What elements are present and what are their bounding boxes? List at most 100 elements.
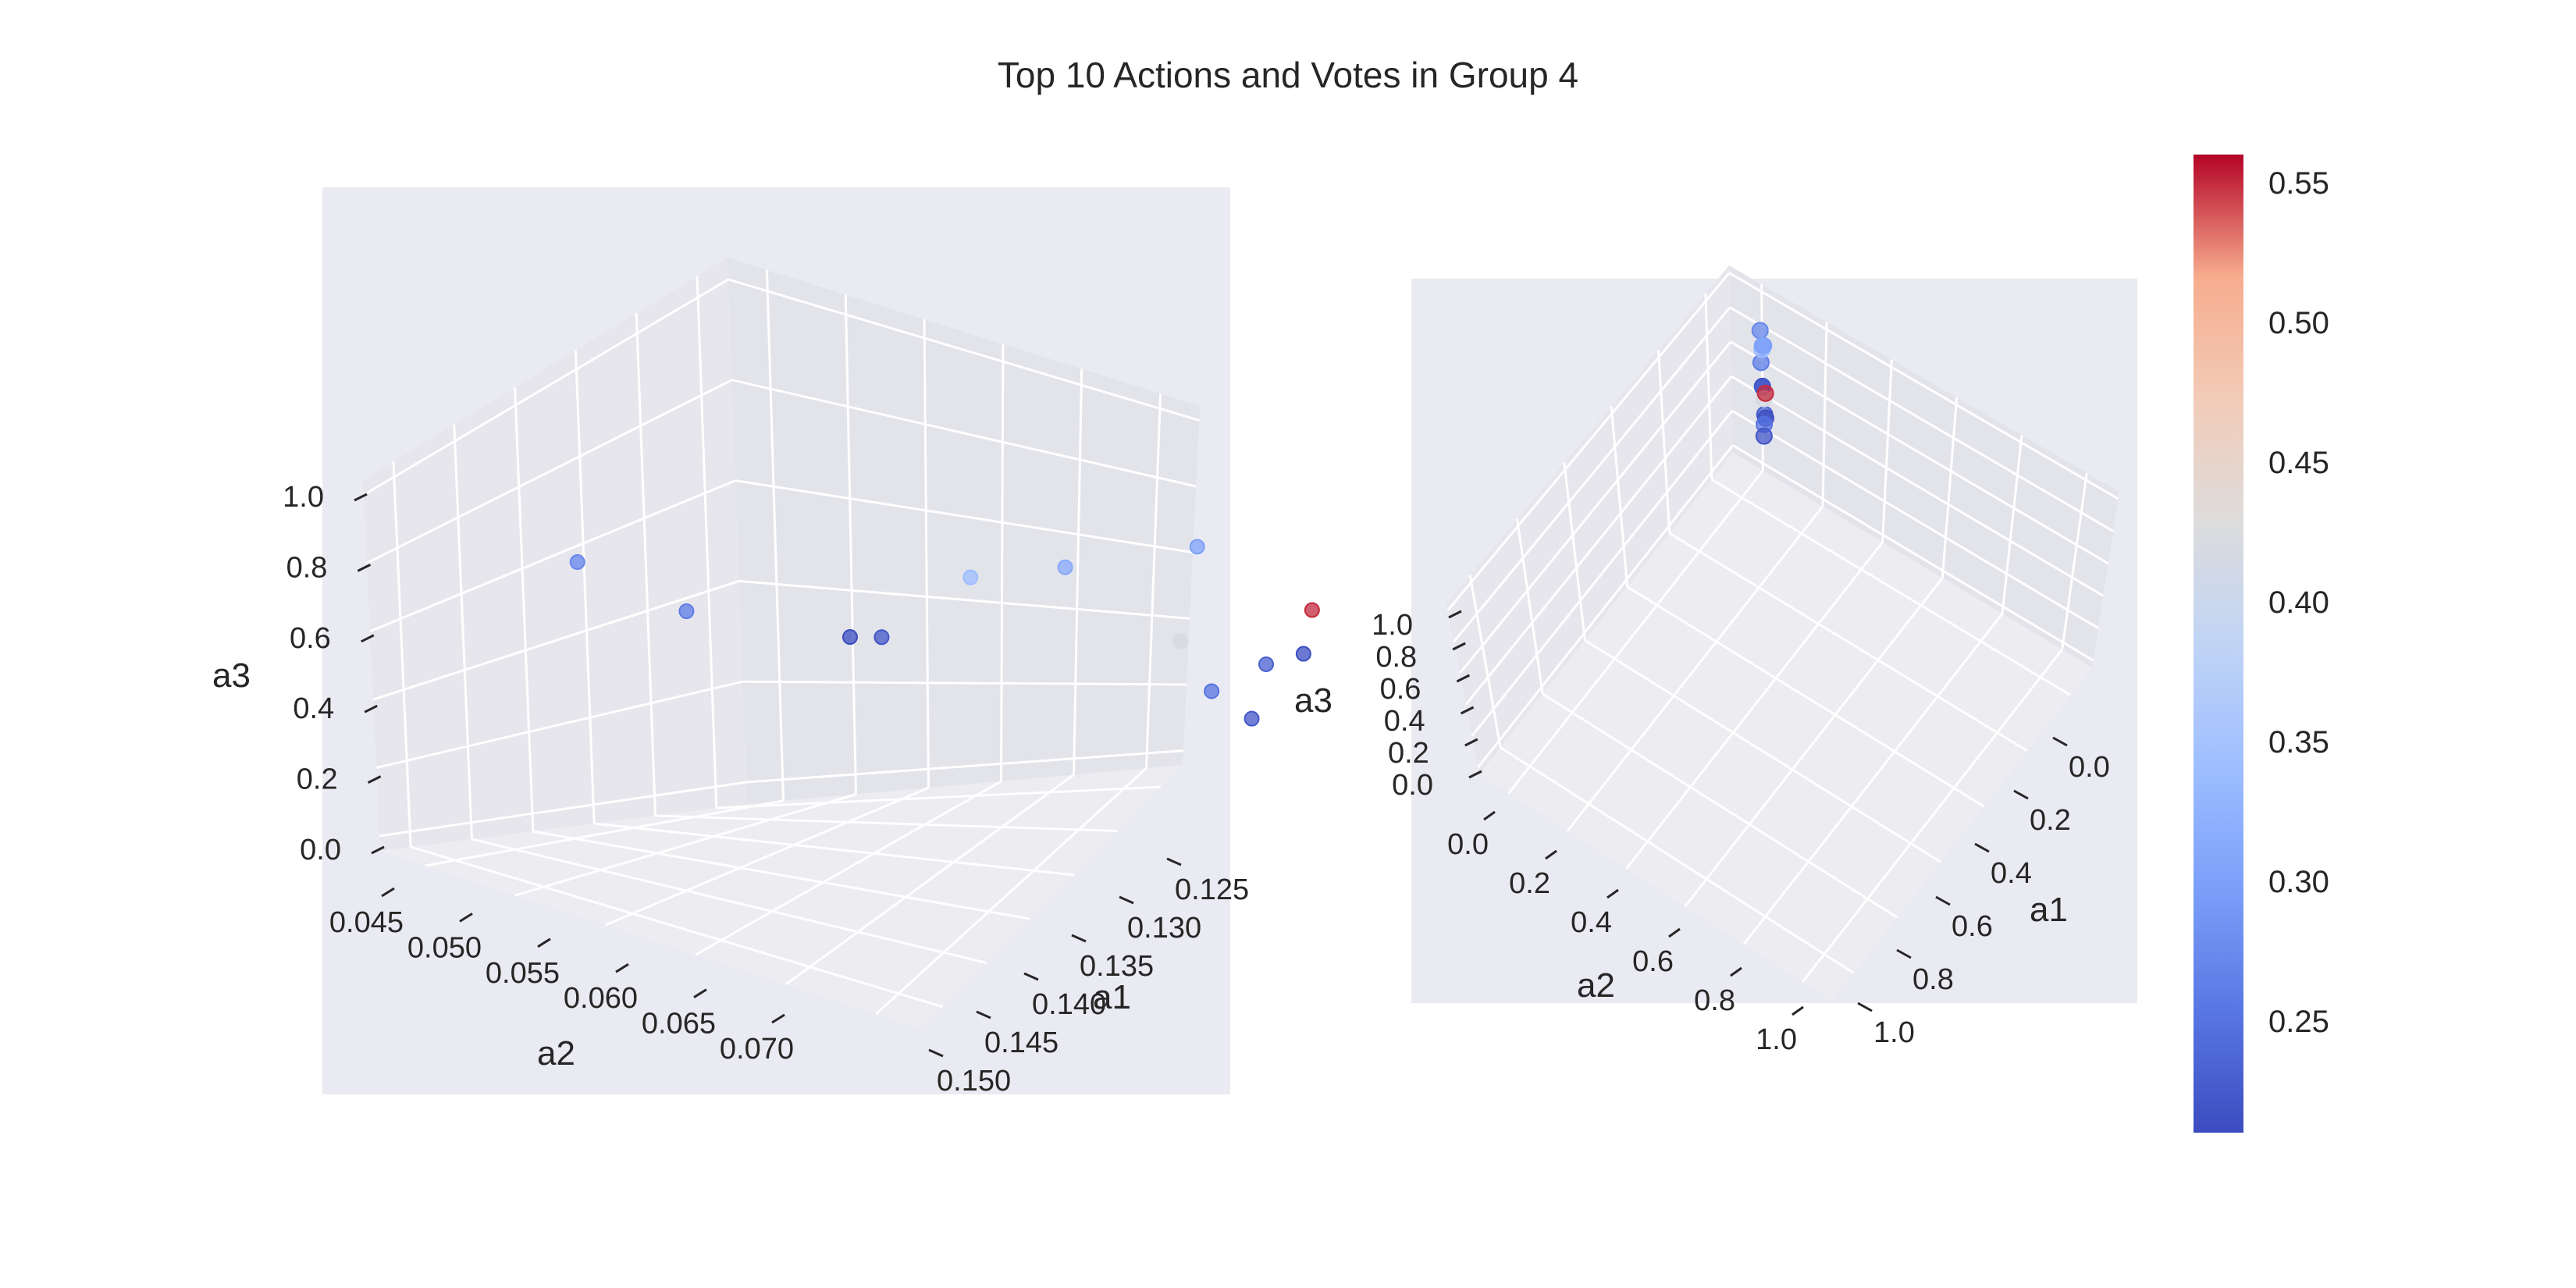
data-point xyxy=(569,554,585,571)
grid-line xyxy=(1742,613,2004,945)
tick-mark xyxy=(1464,738,1478,747)
grid-line xyxy=(1563,462,1586,641)
tick-mark xyxy=(1896,948,1912,959)
colorbar-tick-label: 0.30 xyxy=(2268,865,2329,899)
tick-label: 0.125 xyxy=(1175,873,1249,906)
tick-mark xyxy=(381,887,395,898)
data-points xyxy=(569,539,1320,727)
grid-line xyxy=(1471,410,1734,737)
grid-line xyxy=(410,845,944,1009)
colorbar-gradient xyxy=(2194,155,2243,1133)
tick-label: 0.130 xyxy=(1127,912,1201,945)
data-point xyxy=(1751,322,1769,340)
a1-axis-label: a1 xyxy=(2030,891,2068,929)
a3-axis-label: a3 xyxy=(1294,681,1332,720)
tick-mark xyxy=(364,704,378,713)
colorbar-tick-label: 0.25 xyxy=(2268,1005,2329,1039)
grid-line xyxy=(392,461,412,848)
zoomed-3d-panel: 0.125 0.130 0.135 0.140 0.145 0.150 0.0450.050… xyxy=(212,187,1320,1098)
tick-label: 0.8 xyxy=(1912,963,1954,996)
full-range-3d-panel: 0.00.20.40.60.81.00.00.20.40.60.81.00.00… xyxy=(1294,265,2137,1056)
tick-mark xyxy=(1468,770,1482,779)
a2-axis-label: a2 xyxy=(537,1034,575,1073)
tick-label: 0.0 xyxy=(1392,769,1433,802)
grid-line xyxy=(1145,393,1162,769)
tick-label: 0.135 xyxy=(1080,950,1154,983)
tick-label: 0.2 xyxy=(1388,737,1429,770)
grid-line xyxy=(745,749,1183,784)
grid-line xyxy=(1731,409,2099,629)
grid-line xyxy=(594,822,1074,877)
a2-axis-label: a2 xyxy=(1577,966,1615,1005)
tick-mark xyxy=(1935,895,1951,906)
tick-marks xyxy=(1448,610,2068,1016)
grid-line xyxy=(1464,375,1733,706)
grid-line xyxy=(363,278,729,496)
grid-line xyxy=(785,774,1075,986)
colorbar-tick-label: 0.45 xyxy=(2268,446,2329,480)
tick-label: 1.0 xyxy=(283,481,324,514)
grid-line xyxy=(375,680,743,770)
tick-label: 0.2 xyxy=(1509,867,1550,900)
grid-line xyxy=(1802,649,2063,983)
grid-line xyxy=(1516,518,1544,695)
chart-title: Top 10 Actions and Votes in Group 4 xyxy=(998,55,1578,95)
grid-line xyxy=(738,579,1190,620)
grid-line xyxy=(1711,479,2072,696)
grid-line xyxy=(923,319,930,788)
tick-mark xyxy=(2013,789,2029,800)
grid-line xyxy=(2061,472,2088,650)
grid-line xyxy=(1732,444,2094,662)
grid-line xyxy=(1000,343,1005,781)
tick-label: 0.065 xyxy=(642,1008,716,1041)
grid-line xyxy=(471,838,987,964)
tick-mark xyxy=(357,564,372,572)
data-point xyxy=(678,603,695,620)
grid-line xyxy=(1729,306,2114,532)
grid-line xyxy=(1657,350,1671,534)
colorbar-tick-label: 0.35 xyxy=(2268,725,2329,760)
data-point xyxy=(1755,427,1773,445)
tick-label: 0.4 xyxy=(1991,857,2032,890)
colorbar-tick-label: 0.50 xyxy=(2268,306,2329,340)
tick-label: 0.6 xyxy=(290,622,331,655)
data-point xyxy=(1204,683,1220,699)
tick-mark xyxy=(771,1013,785,1024)
tick-mark xyxy=(1668,927,1681,938)
grid-line xyxy=(379,781,747,838)
tick-mark xyxy=(1730,966,1742,977)
grid-line xyxy=(1500,746,1855,974)
grid-line xyxy=(1704,294,1713,480)
grid-line xyxy=(1542,692,1898,919)
tick-mark xyxy=(459,913,473,923)
grid-line xyxy=(696,276,718,809)
grid-line xyxy=(1468,575,1502,748)
grid-line xyxy=(635,313,656,817)
grid-line xyxy=(1728,272,2119,500)
tick-mark xyxy=(1452,642,1466,651)
tick-mark xyxy=(1071,934,1087,943)
grid-line xyxy=(695,780,1002,956)
tick-label: 0.0 xyxy=(2069,751,2110,784)
grid-line xyxy=(1625,541,1884,870)
data-point xyxy=(1756,384,1774,402)
grid-line xyxy=(514,387,535,832)
grid-line xyxy=(1821,322,1828,507)
data-point xyxy=(1189,539,1205,555)
grid-lines xyxy=(1446,272,2119,983)
tick-mark xyxy=(371,845,385,855)
tick-mark xyxy=(1791,1005,1804,1016)
grid-lines xyxy=(363,269,1200,1016)
grid-line xyxy=(605,786,930,927)
tick-mark xyxy=(1448,610,1462,619)
grid-line xyxy=(1610,406,1629,587)
grid-line xyxy=(366,379,733,564)
tick-marks xyxy=(354,493,1182,1058)
tick-label: 1.0 xyxy=(1756,1023,1797,1056)
data-point xyxy=(1755,336,1773,354)
grid-line xyxy=(742,680,1187,686)
tick-label: 0.6 xyxy=(1952,910,1993,943)
tick-label: 1.0 xyxy=(1873,1016,1915,1049)
grid-line xyxy=(574,350,596,824)
